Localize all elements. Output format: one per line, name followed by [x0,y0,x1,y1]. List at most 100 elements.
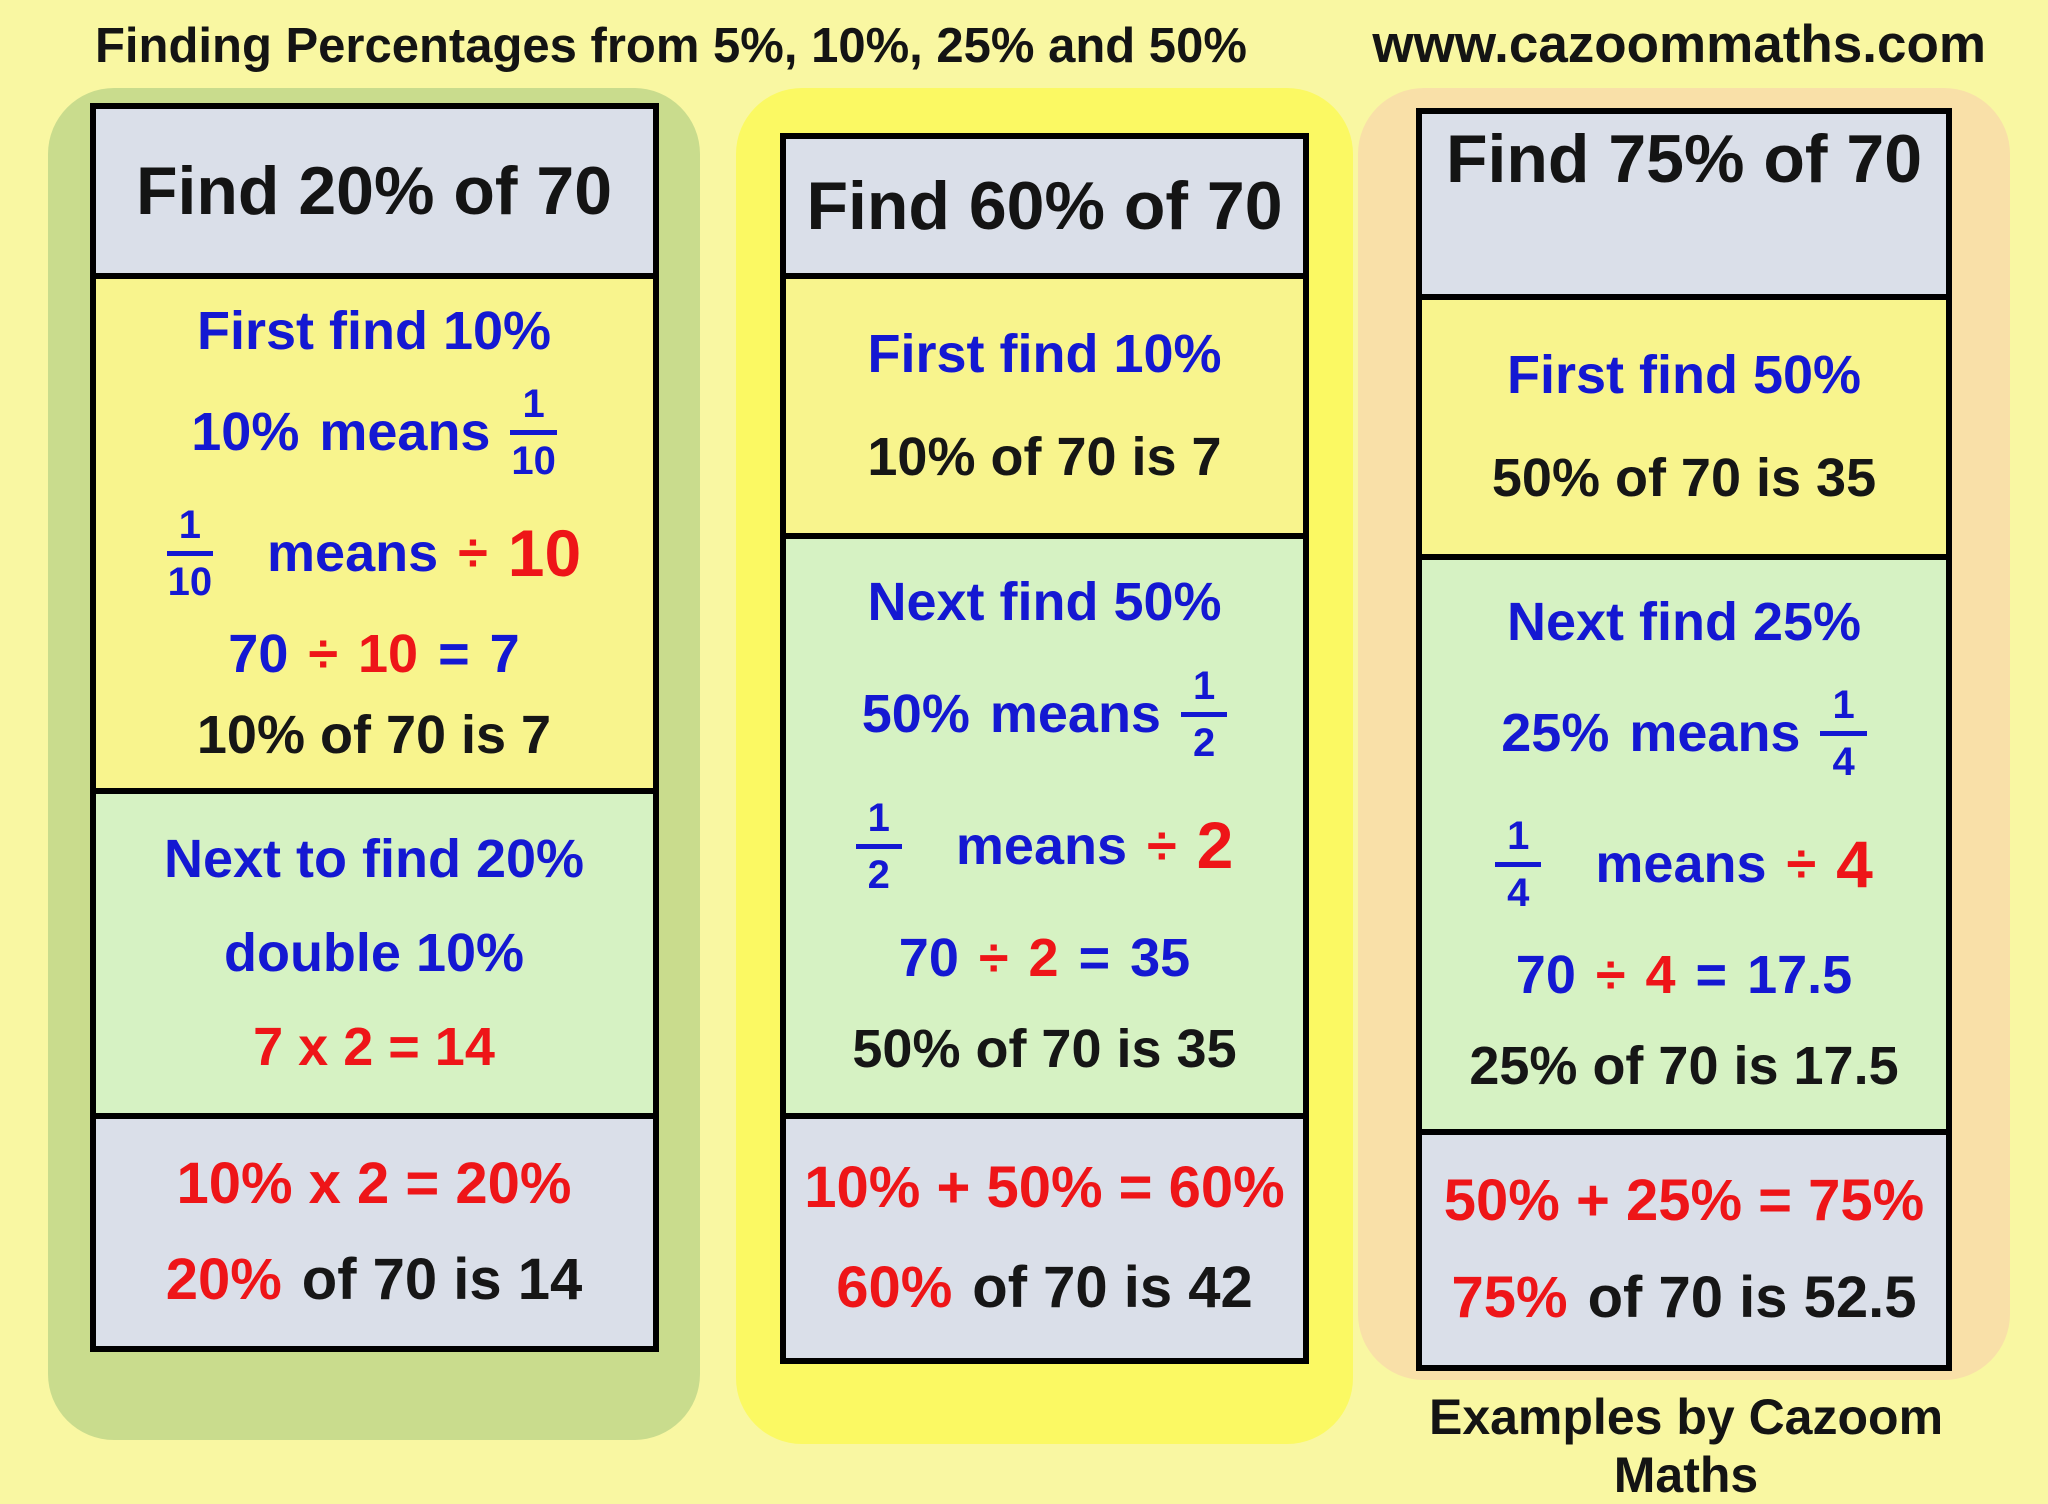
operand: 70 [1515,945,1576,1006]
fraction-denominator: 2 [1192,720,1216,765]
fraction-one-half: 1 2 [855,798,902,897]
card2-header: Find 60% of 70 [786,139,1303,273]
card2-step2-title: Next find 50% [867,571,1222,632]
equals-sign: = [1078,927,1111,988]
card3-step2-divide-line: 1 4 means ÷ 4 [1495,816,1873,913]
divide-sign: ÷ [1786,834,1817,895]
means-label: means [989,683,1161,744]
fraction-one-tenth: 1 10 [510,384,557,483]
card3-step2-title: Next find 25% [1506,592,1862,653]
divisor-value: 2 [1196,808,1234,883]
result-percent: 75% [1451,1265,1568,1331]
card1-header: Find 20% of 70 [95,109,653,273]
card1-step1-means-line: 10% means 1 10 [191,384,557,483]
card2-step1-section: First find 10% 10% of 70 is 7 [786,273,1303,533]
card2-result-equation: 10% + 50% = 60% [804,1155,1285,1221]
card1-table: Find 20% of 70 First find 10% 10% means … [89,103,659,1352]
result-percent: 60% [836,1255,953,1321]
divide-sign: ÷ [978,927,1009,988]
result-text: of 70 is 42 [972,1255,1253,1321]
card2-table: Find 60% of 70 First find 10% 10% of 70 … [780,133,1309,1364]
fraction-denominator: 10 [167,560,213,605]
card3-step2-calculation: 70 ÷ 4 = 17.5 [1516,947,1852,1004]
card2-step1-title: First find 10% [867,323,1222,384]
equals-sign: = [1695,945,1728,1006]
card1-step2-section: Next to find 20% double 10% 7 x 2 = 14 [95,788,653,1113]
card1-result-statement: 20% of 70 is 14 [165,1247,583,1313]
card3-result-statement: 75% of 70 is 52.5 [1451,1265,1917,1331]
fraction-one-tenth: 1 10 [166,505,214,605]
card2-step2-conclusion: 50% of 70 is 35 [852,1019,1237,1080]
card1-step1-calculation: 70 ÷ 10 = 7 [228,626,519,683]
card2-step2-section: Next find 50% 50% means 1 2 1 2 means ÷ … [786,533,1303,1113]
page-title: Finding Percentages from 5%, 10%, 25% an… [95,19,1247,73]
card1-step2-calculation: 7 x 2 = 14 [253,1017,495,1078]
card2-step2-means-line: 50% means 1 2 [861,666,1228,765]
card2-result-section: 10% + 50% = 60% 60% of 70 is 42 [786,1113,1303,1358]
fraction-denominator: 10 [511,439,556,483]
card3-result-equation: 50% + 25% = 75% [1443,1168,1925,1234]
operand: 70 [228,624,289,685]
fraction-numerator: 1 [1180,666,1228,717]
card1-step2-title: Next to find 20% [163,829,585,890]
card3-table: Find 75% of 70 First find 50% 50% of 70 … [1416,108,1952,1371]
divide-sign: ÷ [308,624,339,685]
card1-result-section: 10% x 2 = 20% 20% of 70 is 14 [95,1113,653,1346]
means-label: means [319,402,491,463]
card3-result-section: 50% + 25% = 75% 75% of 70 is 52.5 [1422,1129,1946,1365]
operand: 70 [898,927,959,988]
fraction-one-quarter: 1 4 [1495,816,1542,916]
card-find-75-percent: Find 75% of 70 First find 50% 50% of 70 … [1358,88,2010,1380]
divisor-value: 10 [507,516,582,590]
card1-step1-conclusion: 10% of 70 is 7 [196,705,552,766]
fraction-numerator: 1 [1820,685,1867,736]
card2-step1-conclusion: 10% of 70 is 7 [867,427,1222,488]
divide-sign: ÷ [1147,815,1177,876]
equals-sign: = [438,624,470,685]
card1-step1-divide-line: 1 10 means ÷ 10 [166,505,582,605]
result-text: of 70 is 14 [301,1247,583,1313]
fraction-numerator: 1 [1495,816,1542,868]
result-text: of 70 is 52.5 [1587,1265,1917,1331]
result-value: 17.5 [1747,945,1853,1006]
card3-header: Find 75% of 70 [1422,114,1946,294]
card3-step2-conclusion: 25% of 70 is 17.5 [1469,1036,1899,1097]
card-find-20-percent: Find 20% of 70 First find 10% 10% means … [48,88,700,1440]
card1-step1-title: First find 10% [196,301,552,362]
card3-step2-means-line: 25% means 1 4 [1501,685,1867,784]
card2-result-statement: 60% of 70 is 42 [836,1255,1253,1321]
fraction-denominator: 4 [1832,740,1855,784]
means-label: means [267,523,439,584]
fraction-denominator: 4 [1507,871,1530,916]
fraction-numerator: 1 [855,798,902,849]
fraction-numerator: 1 [166,505,214,557]
card-find-60-percent: Find 60% of 70 First find 10% 10% of 70 … [736,88,1353,1444]
card3-step1-section: First find 50% 50% of 70 is 35 [1422,294,1946,554]
card1-header-text: Find 20% of 70 [135,153,613,229]
divisor-value: 4 [1836,827,1873,901]
card1-step1-section: First find 10% 10% means 1 10 1 10 means… [95,273,653,788]
card1-step2-method: double 10% [223,923,525,984]
website-url: www.cazoommaths.com [1372,15,1986,74]
means-label: means [1595,834,1767,895]
means-label: means [1629,703,1801,764]
divide-sign: ÷ [1595,945,1626,1006]
percent-label: 50% [861,683,970,744]
card2-step2-calculation: 70 ÷ 2 = 35 [898,927,1190,988]
card2-header-text: Find 60% of 70 [806,168,1283,244]
divisor-value: 2 [1028,927,1059,988]
percent-label: 10% [191,402,300,463]
result-percent: 20% [165,1247,282,1313]
fraction-one-half: 1 2 [1180,666,1228,765]
card3-step1-title: First find 50% [1506,344,1862,405]
divisor-value: 4 [1645,945,1676,1006]
card1-result-equation: 10% x 2 = 20% [176,1151,572,1217]
card2-step2-divide-line: 1 2 means ÷ 2 [855,798,1234,897]
fraction-one-quarter: 1 4 [1820,685,1867,784]
divide-sign: ÷ [458,523,488,584]
result-value: 7 [489,624,520,685]
card3-step1-conclusion: 50% of 70 is 35 [1491,448,1877,509]
fraction-denominator: 2 [867,852,890,897]
percent-label: 25% [1501,703,1610,764]
card3-step2-section: Next find 25% 25% means 1 4 1 4 means ÷ … [1422,554,1946,1129]
